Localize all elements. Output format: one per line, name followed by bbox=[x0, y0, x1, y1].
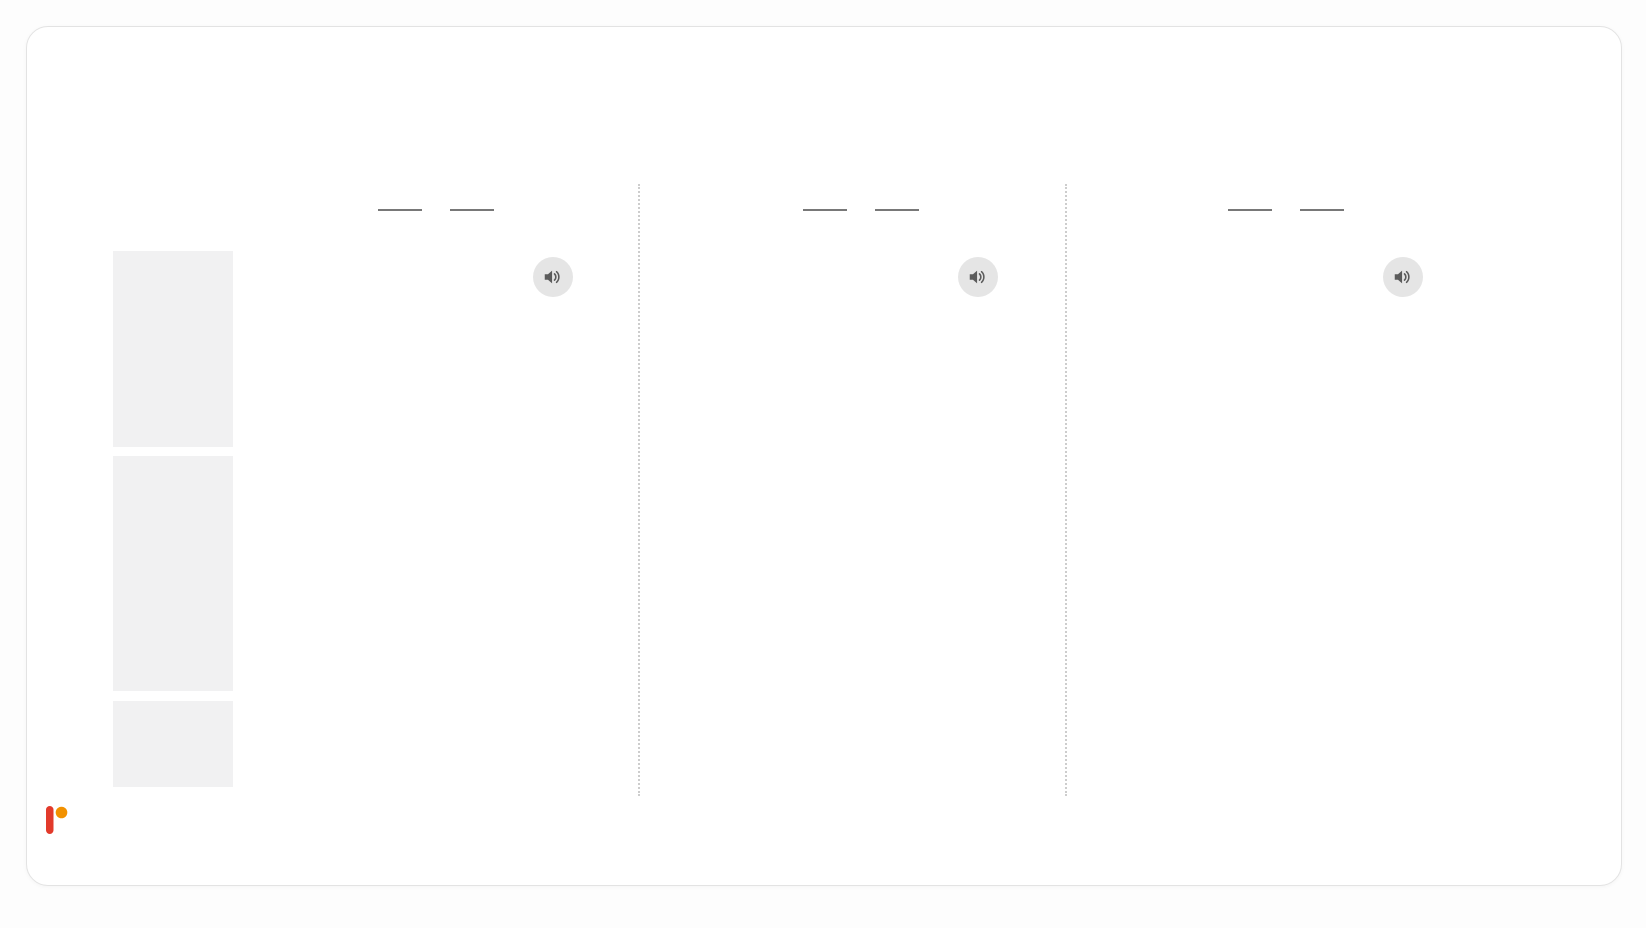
column-noisy-audio bbox=[666, 181, 1056, 801]
header-rule bbox=[875, 209, 919, 211]
column-clean-audio bbox=[241, 181, 631, 801]
speaker-icon bbox=[1394, 270, 1410, 284]
column-denoised-audio bbox=[1091, 181, 1481, 801]
row-label-waveform bbox=[113, 251, 233, 447]
row-label-spectrum bbox=[113, 456, 233, 691]
column-header bbox=[666, 181, 1056, 239]
waveform-plot bbox=[241, 247, 581, 473]
column-divider bbox=[638, 184, 640, 796]
header-rule bbox=[450, 209, 494, 211]
header-rule bbox=[1300, 209, 1344, 211]
header-rule bbox=[803, 209, 847, 211]
play-audio-button[interactable] bbox=[533, 257, 573, 297]
row-label-recognition-result bbox=[113, 701, 233, 787]
play-audio-button[interactable] bbox=[1383, 257, 1423, 297]
spectrogram-figure bbox=[241, 489, 631, 737]
rimo-logo-icon bbox=[46, 806, 68, 834]
spectrogram-figure bbox=[666, 489, 1056, 737]
waveform-plot bbox=[666, 247, 1006, 473]
column-header bbox=[241, 181, 631, 239]
column-divider bbox=[1065, 184, 1067, 796]
header-rule bbox=[1228, 209, 1272, 211]
play-audio-button[interactable] bbox=[958, 257, 998, 297]
speaker-icon bbox=[544, 270, 560, 284]
column-header bbox=[1091, 181, 1481, 239]
spectrogram-figure bbox=[1091, 489, 1481, 737]
slide bbox=[26, 26, 1622, 886]
speaker-icon bbox=[969, 270, 985, 284]
header-rule bbox=[378, 209, 422, 211]
waveform-plot bbox=[1091, 247, 1431, 473]
footer-brand bbox=[43, 803, 103, 837]
